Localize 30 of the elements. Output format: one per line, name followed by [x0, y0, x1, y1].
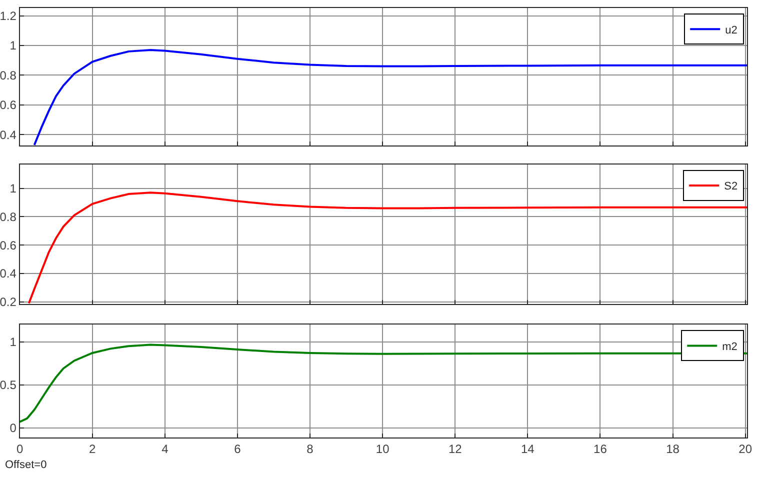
- y-tick-label: 1: [10, 182, 17, 196]
- legend-label: S2: [724, 180, 738, 193]
- y-tick-label: 0.6: [0, 238, 17, 252]
- x-tick-label: 2: [89, 442, 96, 456]
- x-tick-label: 4: [162, 442, 169, 456]
- x-tick-label: 18: [666, 442, 680, 456]
- legend-label: u2: [725, 24, 738, 36]
- y-tick-label: 1: [10, 334, 17, 349]
- text: Offset=0: [5, 459, 47, 471]
- x-tick-label: 8: [306, 442, 314, 456]
- y-tick-label: 0.8: [0, 210, 17, 224]
- line-series: [20, 344, 748, 423]
- y-tick-label: 1: [10, 38, 17, 53]
- x-tick-label: 14: [520, 442, 535, 456]
- line-series: [33, 48, 748, 146]
- y-tick-label: 0.8: [0, 68, 17, 82]
- y-tick-label: 0.4: [0, 266, 17, 281]
- y-tick-label: 0.6: [0, 98, 17, 112]
- x-tick-label: 16: [594, 442, 608, 456]
- y-tick-label: 1.2: [0, 8, 17, 23]
- y-tick-label: 0.5: [0, 378, 17, 392]
- y-tick-label: 0.2: [0, 295, 17, 310]
- x-tick-label: 6: [234, 442, 242, 456]
- x-tick-label: 20: [738, 442, 752, 456]
- legend-label: m2: [722, 341, 738, 354]
- y-tick-label: 0: [10, 421, 17, 436]
- x-tick-label: 10: [376, 442, 390, 456]
- y-tick-label: 0.4: [0, 128, 17, 142]
- x-tick-label: 12: [448, 442, 462, 456]
- line-series: [28, 192, 748, 304]
